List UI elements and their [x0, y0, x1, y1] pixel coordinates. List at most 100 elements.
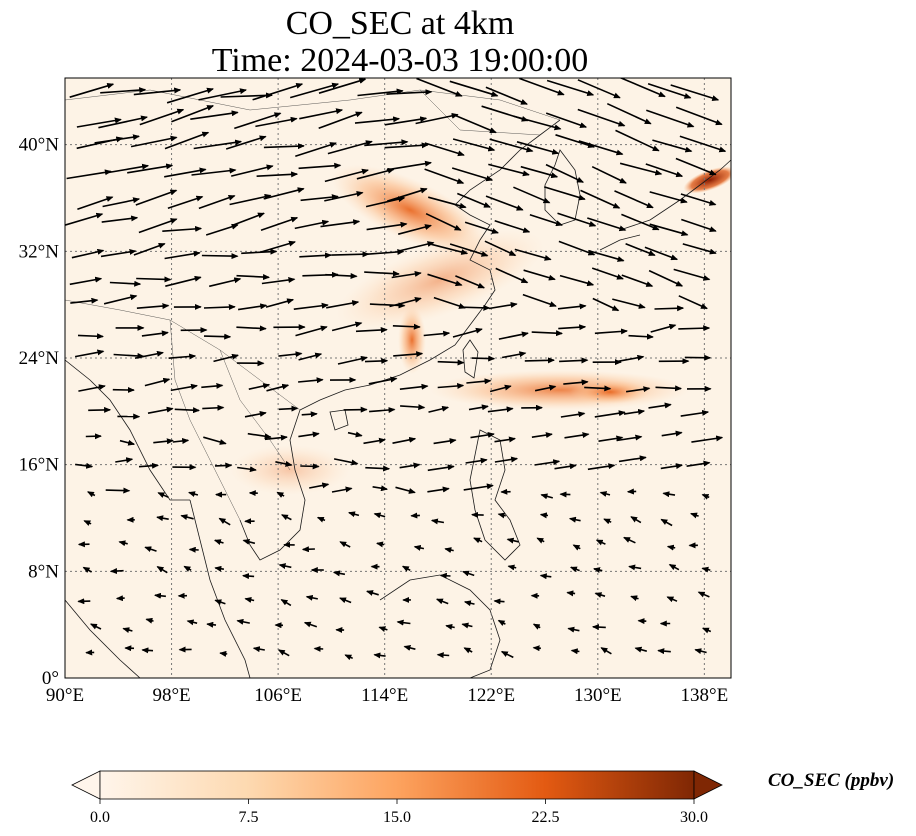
wind-arrow: [333, 458, 359, 466]
wind-arrow: [623, 408, 646, 415]
wind-arrow: [369, 407, 396, 413]
wind-arrow: [115, 457, 134, 464]
wind-arrow: [661, 430, 683, 437]
wind-arrow: [691, 435, 724, 443]
wind-arrow: [190, 110, 239, 120]
wind-arrow: [431, 243, 469, 255]
wind-arrow: [167, 195, 204, 209]
wind-arrow: [278, 405, 299, 412]
wind-arrow: [356, 167, 395, 180]
wind-arrow: [580, 189, 621, 209]
wind-arrow: [600, 647, 612, 655]
wind-arrow: [554, 463, 577, 470]
wind-arrow: [495, 267, 529, 284]
wind-arrow: [386, 160, 432, 171]
wind-arrow: [138, 462, 159, 469]
wind-arrow: [326, 300, 360, 309]
wind-arrow: [218, 517, 231, 526]
wind-arrow: [364, 357, 389, 364]
wind-arrow: [305, 594, 318, 601]
wind-arrow: [395, 486, 416, 494]
wind-arrow: [77, 333, 104, 340]
wind-arrow: [203, 436, 227, 445]
wind-arrow: [186, 619, 198, 626]
wind-arrow: [524, 357, 555, 364]
wind-arrow: [165, 275, 202, 287]
wind-arrow: [318, 78, 367, 94]
wind-arrow: [599, 491, 611, 497]
wind-arrow: [198, 88, 247, 101]
wind-arrow: [649, 191, 688, 204]
wind-arrow: [437, 359, 465, 366]
wind-arrow: [74, 349, 105, 358]
wind-arrow: [497, 512, 506, 519]
wind-arrow: [522, 293, 557, 307]
wind-arrow: [569, 566, 580, 573]
wind-arrow: [612, 298, 646, 309]
lon-tick-label: 106°E: [254, 685, 302, 706]
wind-arrow: [136, 276, 172, 283]
wind-arrow: [424, 168, 465, 184]
wind-arrow: [247, 432, 272, 440]
wind-arrow: [701, 566, 711, 573]
wind-arrow: [316, 516, 326, 523]
wind-arrow: [433, 438, 457, 445]
wind-arrow: [313, 645, 324, 652]
wind-arrow: [278, 563, 292, 570]
wind-arrow: [647, 82, 692, 99]
wind-arrow: [578, 140, 624, 156]
wind-arrow: [540, 493, 554, 500]
wind-arrow: [248, 383, 271, 390]
wind-arrow: [172, 437, 190, 444]
wind-arrow: [494, 220, 531, 233]
wind-arrow: [276, 491, 285, 498]
wind-arrow: [134, 350, 164, 359]
wind-arrow: [236, 325, 267, 332]
wind-arrow: [529, 213, 563, 227]
colorbar-label: CO_SEC (ppbv): [768, 770, 895, 791]
wind-arrow: [87, 491, 96, 498]
wind-arrow: [697, 591, 710, 598]
chart-title-line2: Time: 2024-03-03 19:00:00: [211, 42, 589, 79]
wind-arrow: [449, 243, 489, 257]
map-frame: [64, 77, 732, 679]
wind-arrow: [214, 462, 233, 469]
wind-arrow: [473, 537, 483, 544]
wind-arrow: [514, 248, 552, 261]
colorbar: 0.0 7.5 15.0 22.5 30.0: [71, 770, 723, 826]
wind-arrow: [298, 352, 323, 361]
wind-arrow: [654, 305, 685, 312]
wind-arrow: [452, 327, 483, 338]
wind-arrow: [303, 621, 318, 628]
wind-arrow: [369, 302, 406, 309]
wind-arrow: [209, 277, 242, 288]
wind-arrow: [594, 410, 626, 418]
wind-arrow: [675, 157, 717, 176]
wind-arrow: [568, 516, 581, 523]
wind-arrow: [592, 297, 620, 312]
wind-arrow: [649, 223, 689, 237]
wind-arrow: [237, 466, 257, 473]
country-borders: [65, 89, 561, 521]
wind-arrow: [75, 462, 94, 469]
wind-arrow: [397, 224, 432, 235]
wind-arrow: [88, 406, 112, 413]
wind-arrow: [69, 83, 115, 98]
wind-arrow: [628, 333, 654, 340]
wind-arrow: [236, 274, 270, 281]
wind-arrow: [678, 295, 708, 310]
wind-arrow: [339, 597, 352, 604]
wind-arrow: [231, 164, 274, 177]
wind-arrow: [567, 626, 580, 633]
wind-arrow: [373, 652, 386, 659]
wind-arrow: [657, 648, 671, 655]
wind-arrow: [498, 331, 529, 340]
wind-arrow: [397, 241, 435, 253]
wind-arrow: [156, 515, 169, 522]
wind-arrow: [444, 547, 454, 553]
wind-arrow: [225, 135, 267, 150]
wind-arrow: [237, 303, 268, 311]
wind-arrow: [331, 486, 353, 493]
wind-arrow: [559, 357, 589, 364]
wind-arrow: [507, 564, 517, 571]
